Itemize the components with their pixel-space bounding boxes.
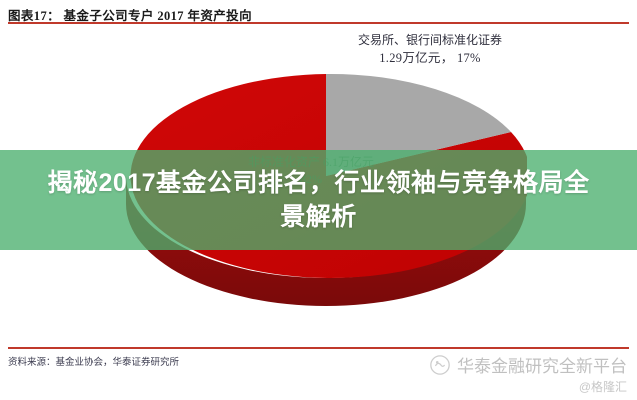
headline-text: 揭秘2017基金公司排名，行业领袖与竞争格局全景解析 [47, 168, 590, 232]
source-divider [8, 347, 629, 349]
headline-overlay-banner: 揭秘2017基金公司排名，行业领袖与竞争格局全景解析 [0, 150, 637, 250]
pie-side-wall-red [126, 176, 526, 306]
watermark-row: 华泰金融研究全新平台 [412, 352, 627, 377]
watermark: 华泰金融研究全新平台 @格隆汇 [412, 352, 627, 396]
watermark-handle: @格隆汇 [578, 380, 627, 394]
pie-label-standardized-securities: 交易所、银行间标准化证券 1.29万亿元， 17% [358, 32, 502, 68]
title-divider [8, 22, 629, 24]
pie-label-gray-name: 交易所、银行间标准化证券 [358, 33, 503, 47]
pie-label-gray-value: 1.29万亿元， 17% [379, 51, 481, 66]
circular-brand-logo-icon [430, 354, 450, 375]
page-title: 图表17： 基金子公司专户 2017 年资产投向 [8, 9, 252, 23]
watermark-brand: 华泰金融研究全新平台 [457, 357, 627, 376]
source-note: 资料来源：基金业协会，华泰证券研究所 [8, 358, 180, 368]
